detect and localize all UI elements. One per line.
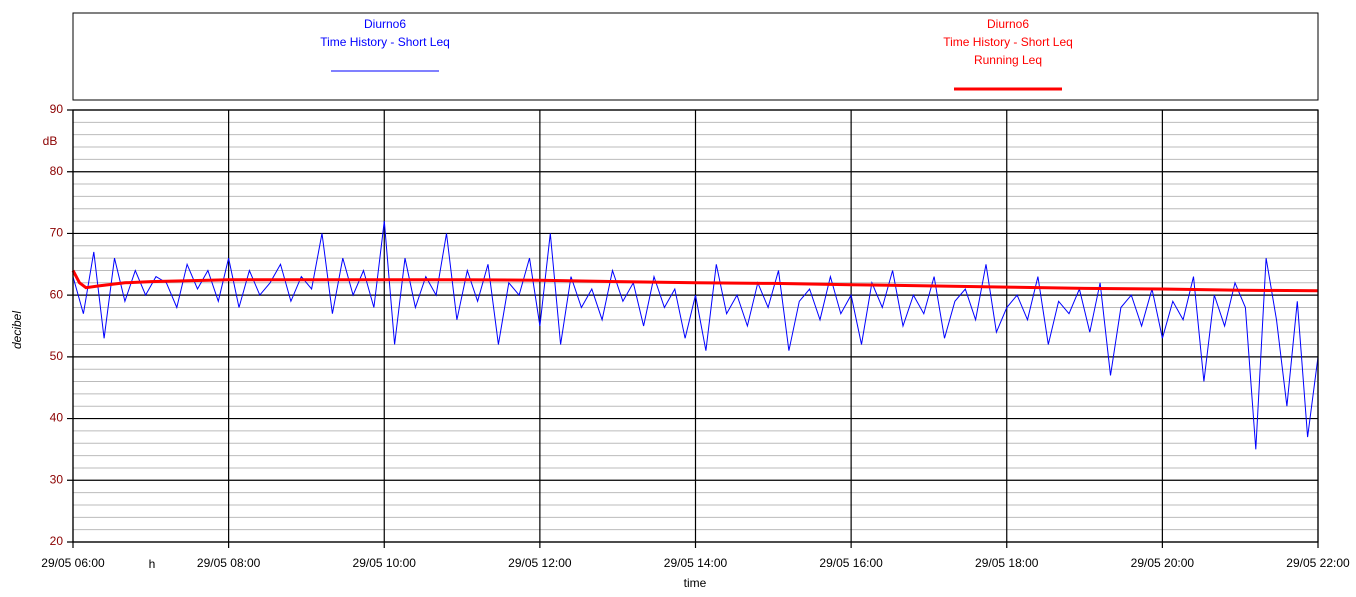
legend-box [72,12,1319,101]
legend-label: Diurno6 [987,17,1029,31]
y-tick-label: 40 [50,411,64,425]
y-tick-label: 50 [50,349,64,363]
y-tick-label: 30 [50,472,64,486]
legend-label: Diurno6 [364,17,406,31]
x-tick-label: 29/05 06:00 [41,556,105,570]
x-tick-label: 29/05 16:00 [819,556,883,570]
x-tick-label: 29/05 10:00 [353,556,417,570]
legend-label: Time History - Short Leq [943,35,1073,49]
x-tick-label: 29/05 12:00 [508,556,572,570]
y-tick-label: 20 [50,534,64,548]
y-tick-label: 60 [50,287,64,301]
legend-label: Time History - Short Leq [320,35,450,49]
y-axis-label: decibel [10,311,24,349]
y-unit: dB [43,134,58,148]
series-line [71,269,1319,293]
x-tick-label: 29/05 20:00 [1131,556,1195,570]
plot-frame [72,109,1319,543]
legend-label: Running Leq [974,53,1042,67]
x-unit: h [149,557,156,571]
y-tick-label: 80 [50,164,64,178]
x-tick-label: 29/05 18:00 [975,556,1039,570]
x-axis-label: time [684,576,707,590]
x-tick-label: 29/05 14:00 [664,556,728,570]
y-tick-label: 70 [50,226,64,240]
x-tick-label: 29/05 22:00 [1286,556,1350,570]
y-tick-label: 90 [50,102,64,116]
x-tick-label: 29/05 08:00 [197,556,261,570]
series-line [72,221,1319,450]
